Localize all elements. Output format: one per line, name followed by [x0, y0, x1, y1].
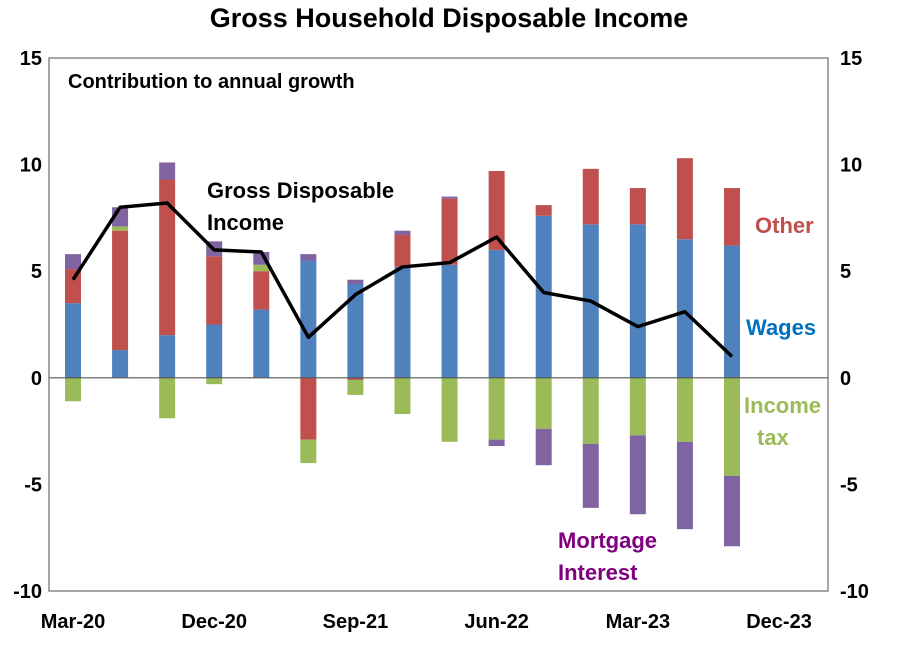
bar-mortgage-interest-Sep-22: [536, 429, 552, 465]
x-tick-label: Dec-23: [746, 611, 812, 633]
bar-income-tax-Sep-23: [724, 378, 740, 476]
bar-mortgage-interest-Mar-23: [630, 435, 646, 514]
bar-mortgage-interest-Dec-21: [394, 231, 410, 235]
y-tick-label-left: 10: [20, 155, 42, 177]
y-tick-label-right: 15: [840, 48, 862, 70]
bar-income-tax-Dec-21: [394, 378, 410, 414]
y-tick-label-left: -5: [24, 474, 42, 496]
bar-mortgage-interest-Jun-22: [489, 440, 505, 446]
bar-income-tax-Mar-23: [630, 378, 646, 436]
x-axis-labels: Mar-20 Dec-20 Sep-21 Jun-22 Mar-23 Dec-23: [41, 611, 812, 633]
bar-wages-Mar-21: [253, 310, 269, 378]
bar-wages-Jun-22: [489, 250, 505, 378]
bar-other-Sep-22: [536, 205, 552, 216]
bar-income-tax-Dec-22: [583, 378, 599, 444]
bar-income-tax-Jun-21: [300, 440, 316, 463]
bar-mortgage-interest-Sep-20: [159, 162, 175, 179]
bar-wages-Jun-23: [677, 239, 693, 378]
bars: [65, 158, 740, 546]
annotation-mortgage-1: Mortgage: [558, 528, 657, 553]
x-tick-label: Sep-21: [323, 611, 389, 633]
bar-income-tax-Mar-22: [442, 378, 458, 442]
y-tick-label-right: 10: [840, 155, 862, 177]
bar-wages-Jun-21: [300, 261, 316, 378]
bar-other-Mar-23: [630, 188, 646, 224]
bar-other-Dec-22: [583, 169, 599, 224]
x-tick-label: Dec-20: [181, 611, 247, 633]
bar-income-tax-Jun-20: [112, 226, 128, 230]
bar-wages-Sep-22: [536, 216, 552, 378]
bar-other-Sep-23: [724, 188, 740, 246]
bar-wages-Sep-23: [724, 246, 740, 378]
x-tick-label: Mar-20: [41, 611, 105, 633]
bar-income-tax-Sep-21: [347, 380, 363, 395]
bar-wages-Jun-20: [112, 350, 128, 378]
x-tick-label: Mar-23: [606, 611, 670, 633]
x-tick-label: Jun-22: [464, 611, 528, 633]
y-axis-left: 15 10 5 0 -5 -10: [13, 48, 42, 603]
bar-income-tax-Jun-22: [489, 378, 505, 440]
y-tick-label-right: -10: [840, 581, 869, 603]
bar-other-Dec-21: [394, 235, 410, 267]
annotation-mortgage-2: Interest: [558, 560, 638, 585]
bar-mortgage-interest-Mar-20: [65, 254, 81, 269]
bar-mortgage-interest-Jun-21: [300, 254, 316, 260]
y-axis-right: 15 10 5 0 -5 -10: [840, 48, 869, 603]
bar-other-Jun-21: [300, 378, 316, 440]
y-tick-label-left: 15: [20, 48, 42, 70]
annotation-tax-1: Income: [744, 393, 821, 418]
y-tick-label-right: 0: [840, 368, 851, 390]
bar-wages-Dec-20: [206, 325, 222, 378]
bar-income-tax-Sep-22: [536, 378, 552, 429]
bar-wages-Mar-23: [630, 224, 646, 378]
y-tick-label-left: 0: [31, 368, 42, 390]
bar-other-Mar-21: [253, 271, 269, 309]
bar-mortgage-interest-Sep-23: [724, 476, 740, 546]
chart-title: Gross Household Disposable Income: [210, 3, 689, 33]
y-tick-label-right: 5: [840, 261, 851, 283]
y-tick-label-right: -5: [840, 474, 858, 496]
bar-mortgage-interest-Sep-21: [347, 280, 363, 284]
bar-income-tax-Dec-20: [206, 378, 222, 384]
annotation-tax-2: tax: [757, 425, 790, 450]
bar-other-Mar-22: [442, 199, 458, 265]
bar-other-Dec-20: [206, 256, 222, 324]
bar-other-Jun-23: [677, 158, 693, 239]
bar-income-tax-Mar-20: [65, 378, 81, 401]
annotation-gdi-2: Income: [207, 210, 284, 235]
annotation-other: Other: [755, 213, 814, 238]
bar-wages-Mar-22: [442, 265, 458, 378]
bar-wages-Dec-21: [394, 267, 410, 378]
bar-income-tax-Jun-23: [677, 378, 693, 442]
bar-mortgage-interest-Dec-22: [583, 444, 599, 508]
chart-subtitle: Contribution to annual growth: [68, 71, 355, 93]
bar-wages-Mar-20: [65, 303, 81, 378]
annotation-gdi-1: Gross Disposable: [207, 178, 394, 203]
y-tick-label-left: 5: [31, 261, 42, 283]
y-tick-label-left: -10: [13, 581, 42, 603]
bar-other-Jun-20: [112, 231, 128, 350]
bar-income-tax-Sep-20: [159, 378, 175, 419]
bar-mortgage-interest-Mar-22: [442, 197, 458, 199]
annotation-wages: Wages: [746, 315, 816, 340]
bar-mortgage-interest-Jun-23: [677, 442, 693, 529]
bar-wages-Sep-20: [159, 335, 175, 378]
